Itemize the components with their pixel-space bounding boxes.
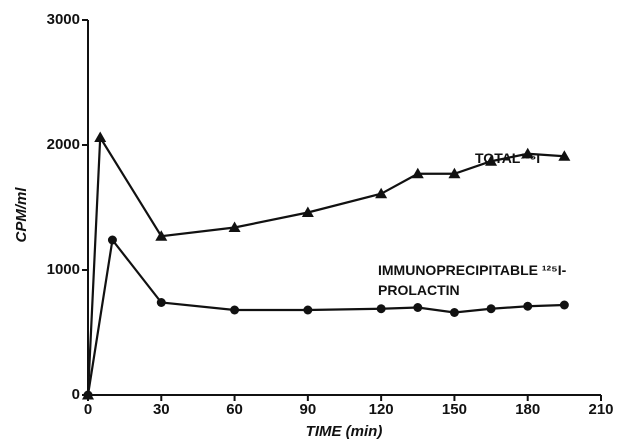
y-tick-label: 2000 bbox=[47, 136, 80, 153]
circle-marker bbox=[449, 308, 459, 317]
triangle-marker bbox=[301, 206, 314, 217]
triangle-marker bbox=[94, 131, 107, 142]
y-tick-label: 1000 bbox=[47, 261, 80, 278]
series-label: IMMUNOPRECIPITABLE ¹²⁵I-PROLACTIN bbox=[378, 262, 567, 298]
circle-marker bbox=[156, 298, 166, 307]
triangle-marker bbox=[558, 150, 571, 161]
x-tick-label: 60 bbox=[226, 401, 243, 418]
triangle-marker bbox=[228, 221, 241, 232]
x-tick-label: 120 bbox=[369, 401, 394, 418]
circle-marker bbox=[303, 305, 313, 315]
x-tick-label: 0 bbox=[84, 401, 92, 418]
x-tick-label: 90 bbox=[300, 401, 317, 418]
triangle-marker bbox=[155, 230, 168, 241]
triangle-marker bbox=[521, 147, 534, 159]
circle-marker bbox=[523, 301, 533, 311]
circle-marker bbox=[83, 390, 93, 400]
x-axis-label: TIME (min) bbox=[306, 423, 383, 440]
y-tick-label: 3000 bbox=[47, 11, 80, 28]
x-tick-label: 180 bbox=[515, 401, 540, 418]
series-label: TOTAL¹²⁵I bbox=[475, 150, 541, 166]
y-tick-label: 0 bbox=[72, 386, 80, 403]
circle-marker bbox=[486, 304, 496, 314]
x-tick-label: 210 bbox=[588, 401, 613, 418]
triangle-marker bbox=[375, 187, 388, 199]
circle-marker bbox=[413, 303, 423, 312]
triangle-marker bbox=[411, 167, 424, 179]
triangle-marker bbox=[448, 167, 461, 179]
x-tick-label: 30 bbox=[153, 401, 170, 418]
x-tick-label: 150 bbox=[442, 401, 467, 418]
circle-marker bbox=[376, 304, 386, 314]
y-axis-label: CPM/ml bbox=[13, 187, 30, 243]
circle-marker bbox=[559, 300, 569, 310]
triangle-marker bbox=[485, 155, 498, 166]
circle-marker bbox=[230, 305, 240, 315]
circle-marker bbox=[107, 235, 117, 245]
